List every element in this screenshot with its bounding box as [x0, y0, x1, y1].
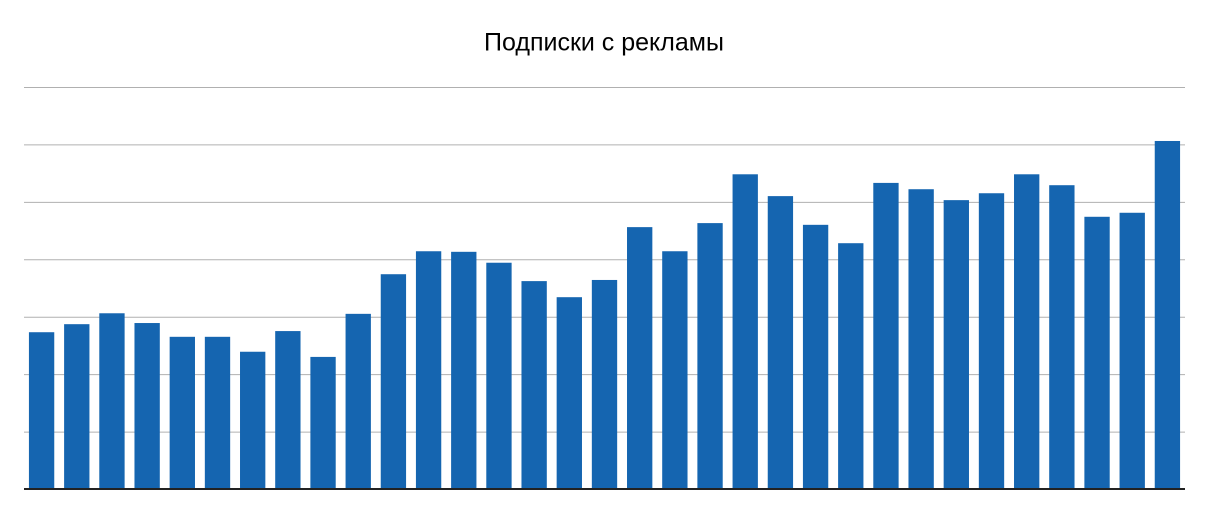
bar: [591, 279, 618, 489]
bar: [802, 224, 829, 490]
bar: [978, 193, 1005, 489]
bar: [732, 174, 758, 489]
bar: [451, 251, 477, 489]
bar: [943, 200, 969, 490]
bar: [697, 223, 723, 489]
bar: [767, 196, 794, 489]
bar: [486, 262, 512, 489]
bar: [310, 356, 336, 489]
bar: [415, 251, 442, 489]
bar: [873, 182, 899, 490]
bar: [380, 274, 407, 489]
bar: [556, 297, 582, 489]
bar: [204, 336, 231, 489]
bar: [99, 313, 125, 489]
bar: [838, 243, 864, 489]
bar: [1154, 140, 1181, 490]
bar: [345, 313, 371, 489]
bar: [627, 227, 653, 489]
bar: [275, 331, 301, 489]
bar: [1084, 216, 1110, 489]
bar: [28, 332, 55, 489]
bar: [240, 351, 266, 489]
bar: [908, 189, 934, 490]
bar: [1119, 212, 1145, 490]
bar: [134, 323, 160, 489]
bar: [662, 251, 688, 489]
bar: [64, 324, 90, 489]
bar: [1014, 174, 1040, 489]
chart-title: Подписки с рекламы: [484, 29, 724, 57]
bar: [521, 281, 547, 489]
bar: [1049, 185, 1075, 489]
bar: [169, 336, 195, 489]
